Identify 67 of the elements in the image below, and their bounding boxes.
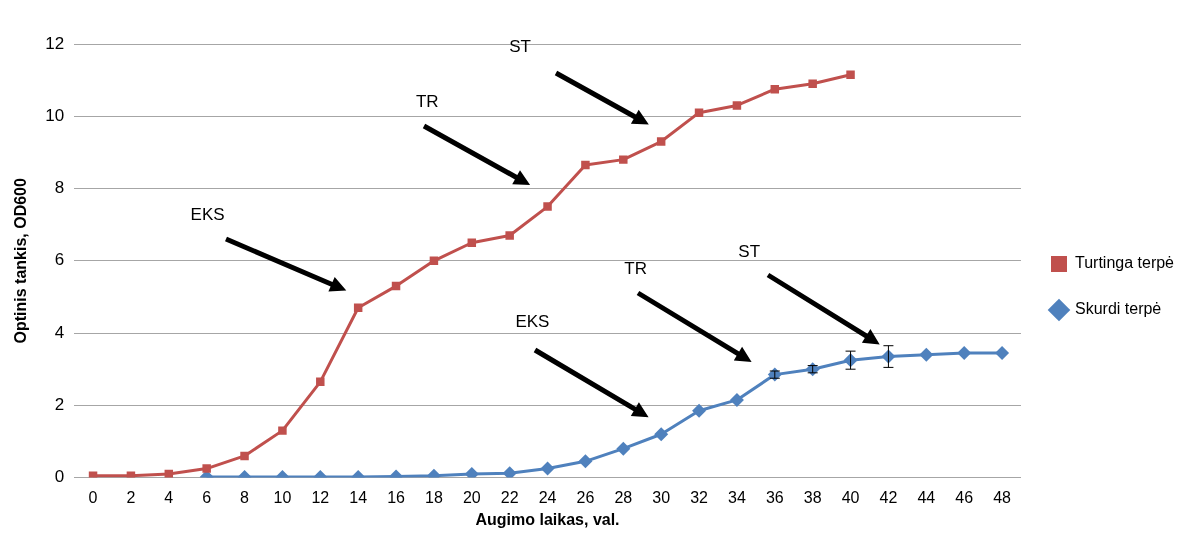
point — [581, 160, 590, 170]
x-tick-label: 44 — [917, 488, 936, 506]
x-tick-label: 14 — [349, 488, 368, 506]
point — [846, 70, 855, 79]
x-tick-label: 2 — [126, 488, 136, 506]
y-tick-label: 10 — [45, 105, 65, 125]
point — [694, 108, 704, 117]
y-axis-title: Optinis tankis, OD600 — [12, 178, 30, 344]
point — [278, 426, 287, 435]
point — [578, 454, 593, 469]
x-tick-label: 6 — [202, 488, 212, 506]
point — [619, 155, 628, 164]
x-axis-title: Augimo laikas, val. — [475, 510, 620, 528]
annotation: EKS — [515, 311, 550, 332]
legend-label: Turtinga terpė — [1074, 254, 1175, 272]
annotation: ST — [738, 241, 761, 262]
x-tick-label: 8 — [240, 488, 250, 506]
point — [919, 347, 934, 362]
x-tick-label: 20 — [462, 488, 481, 506]
y-tick-label: 6 — [54, 250, 65, 270]
point — [616, 441, 631, 456]
x-tick-label: 48 — [993, 488, 1012, 506]
point — [540, 461, 555, 476]
x-tick-label: 46 — [955, 488, 974, 506]
x-tick-label: 0 — [88, 488, 98, 506]
x-tick-label: 4 — [164, 488, 174, 506]
x-tick-label: 26 — [576, 488, 595, 506]
x-tick-label: 18 — [425, 488, 443, 506]
x-tick-label: 34 — [728, 488, 746, 506]
point — [240, 451, 249, 461]
point — [505, 231, 514, 240]
x-tick-label: 40 — [841, 488, 860, 506]
x-tick-label: 24 — [538, 488, 557, 506]
x-tick-label: 22 — [500, 488, 519, 506]
point — [202, 464, 211, 473]
point — [732, 101, 742, 110]
y-tick-label: 8 — [54, 178, 65, 198]
point — [654, 427, 669, 442]
x-tick-label: 30 — [652, 488, 671, 506]
point — [464, 466, 479, 478]
point — [656, 137, 666, 146]
point — [729, 392, 744, 407]
point — [995, 345, 1010, 360]
legend-label: Skurdi terpė — [1074, 300, 1162, 318]
point — [543, 202, 552, 211]
annotation: TR — [624, 259, 647, 280]
point — [502, 466, 517, 478]
x-tick-label: 32 — [690, 488, 709, 506]
annotation: ST — [509, 37, 531, 58]
x-tick-label: 42 — [879, 488, 898, 506]
x-tick-label: 12 — [311, 488, 330, 506]
x-tick-label: 16 — [387, 488, 406, 506]
x-tick-label: 10 — [273, 488, 292, 506]
x-tick-label: 36 — [765, 488, 784, 506]
point — [808, 79, 817, 88]
annotation: EKS — [190, 205, 225, 226]
annotation: TR — [415, 91, 439, 112]
point — [957, 345, 972, 360]
point — [316, 377, 325, 387]
x-tick-label: 38 — [803, 488, 822, 506]
y-tick-label: 4 — [54, 322, 65, 342]
y-tick-label: 12 — [45, 33, 65, 53]
point — [692, 403, 707, 418]
point — [467, 238, 477, 247]
x-tick-label: 28 — [614, 488, 633, 506]
y-tick-label: 0 — [54, 467, 65, 487]
y-tick-label: 2 — [54, 395, 65, 415]
